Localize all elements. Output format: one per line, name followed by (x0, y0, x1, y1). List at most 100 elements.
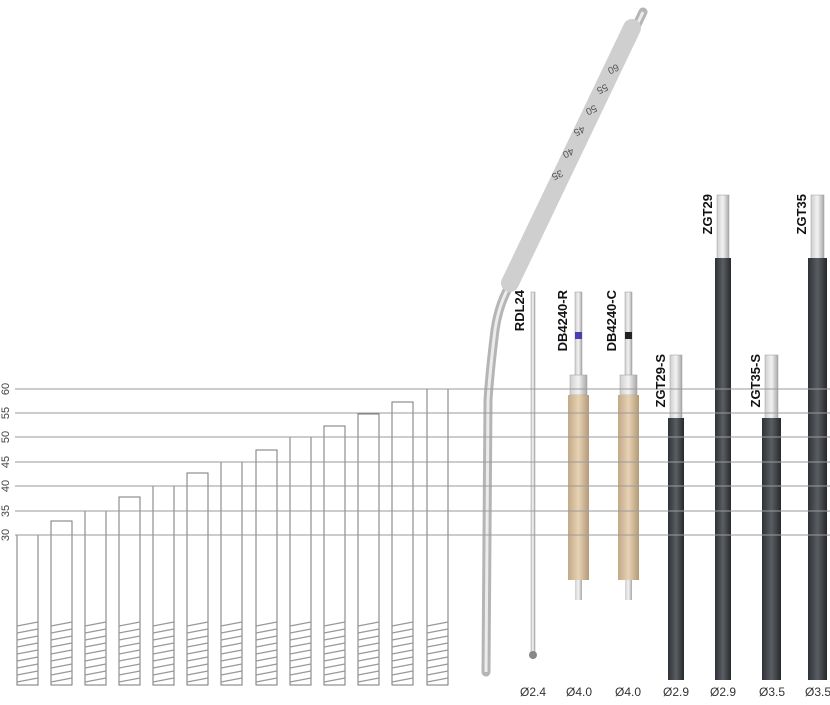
tool-diameter: Ø2.4 (520, 685, 546, 699)
thread (16, 663, 39, 669)
gauge-handle (501, 19, 641, 292)
thread (426, 642, 449, 648)
tool-shank (669, 354, 683, 420)
tool-collar (619, 374, 638, 396)
thread (186, 670, 209, 676)
gauge-mark: 45 (571, 123, 586, 138)
tool-tip (575, 580, 582, 600)
thread (391, 642, 414, 648)
thread (16, 656, 39, 662)
thread (357, 670, 380, 676)
thread (323, 642, 346, 648)
thread (16, 649, 39, 655)
thread (426, 649, 449, 655)
thread (289, 628, 312, 634)
thread (118, 670, 141, 676)
thread (220, 642, 243, 648)
thread (426, 677, 449, 683)
thread (255, 635, 278, 641)
thread (323, 677, 346, 683)
thread (84, 621, 107, 627)
tool-body (568, 395, 589, 580)
thread (152, 656, 175, 662)
gauge-mark: 40 (560, 145, 575, 160)
thread (255, 656, 278, 662)
thread (220, 635, 243, 641)
thread (84, 628, 107, 634)
thread (357, 642, 380, 648)
thread (84, 642, 107, 648)
tool-name: ZGT29-S (653, 354, 668, 408)
thread (16, 670, 39, 676)
thread (152, 628, 175, 634)
thread (357, 663, 380, 669)
gauge-mark: 35 (549, 167, 564, 182)
thread (357, 677, 380, 683)
tool-name: RDL24 (512, 289, 527, 331)
tool-name: DB4240-R (555, 289, 570, 351)
thread (391, 628, 414, 634)
thread (357, 656, 380, 662)
thread (220, 677, 243, 683)
thread (186, 656, 209, 662)
thread (152, 663, 175, 669)
thread (323, 628, 346, 634)
thread (323, 663, 346, 669)
thread (118, 635, 141, 641)
tool-name: DB4240-C (604, 289, 619, 351)
thread (391, 621, 414, 627)
thread (118, 677, 141, 683)
thread (50, 621, 73, 627)
thread (391, 677, 414, 683)
tool-shank (764, 354, 779, 420)
thread (220, 621, 243, 627)
thread (289, 621, 312, 627)
tool-body (808, 258, 827, 680)
thread (50, 663, 73, 669)
thread (152, 677, 175, 683)
thread (391, 635, 414, 641)
thread (255, 663, 278, 669)
thread (255, 649, 278, 655)
thread (50, 677, 73, 683)
thread (84, 677, 107, 683)
gauge-mark: 50 (583, 102, 598, 117)
thread (289, 642, 312, 648)
thread (186, 628, 209, 634)
tool-name: ZGT35-S (748, 354, 763, 408)
thread (220, 628, 243, 634)
tool-diameter: Ø4.0 (615, 685, 641, 699)
tool-diameter: Ø4.0 (566, 685, 592, 699)
thread (118, 663, 141, 669)
thread (118, 649, 141, 655)
thread (426, 663, 449, 669)
thread (220, 670, 243, 676)
scale-lines (15, 388, 830, 536)
thread (323, 635, 346, 641)
thread (357, 628, 380, 634)
thread (84, 670, 107, 676)
thread (16, 635, 39, 641)
thread (16, 628, 39, 634)
thread (16, 677, 39, 683)
thread (84, 649, 107, 655)
thread (118, 656, 141, 662)
tool-body (715, 258, 731, 680)
thread (152, 635, 175, 641)
thread (118, 621, 141, 627)
thread (391, 656, 414, 662)
thread (16, 642, 39, 648)
thread (118, 642, 141, 648)
thread (152, 649, 175, 655)
thread (50, 628, 73, 634)
thread (323, 670, 346, 676)
thread (426, 628, 449, 634)
thread (426, 656, 449, 662)
thread (289, 635, 312, 641)
thread (84, 635, 107, 641)
tool-body (762, 418, 781, 680)
thread (255, 677, 278, 683)
tool-diameter: Ø3.5 (759, 685, 785, 699)
thread (357, 621, 380, 627)
